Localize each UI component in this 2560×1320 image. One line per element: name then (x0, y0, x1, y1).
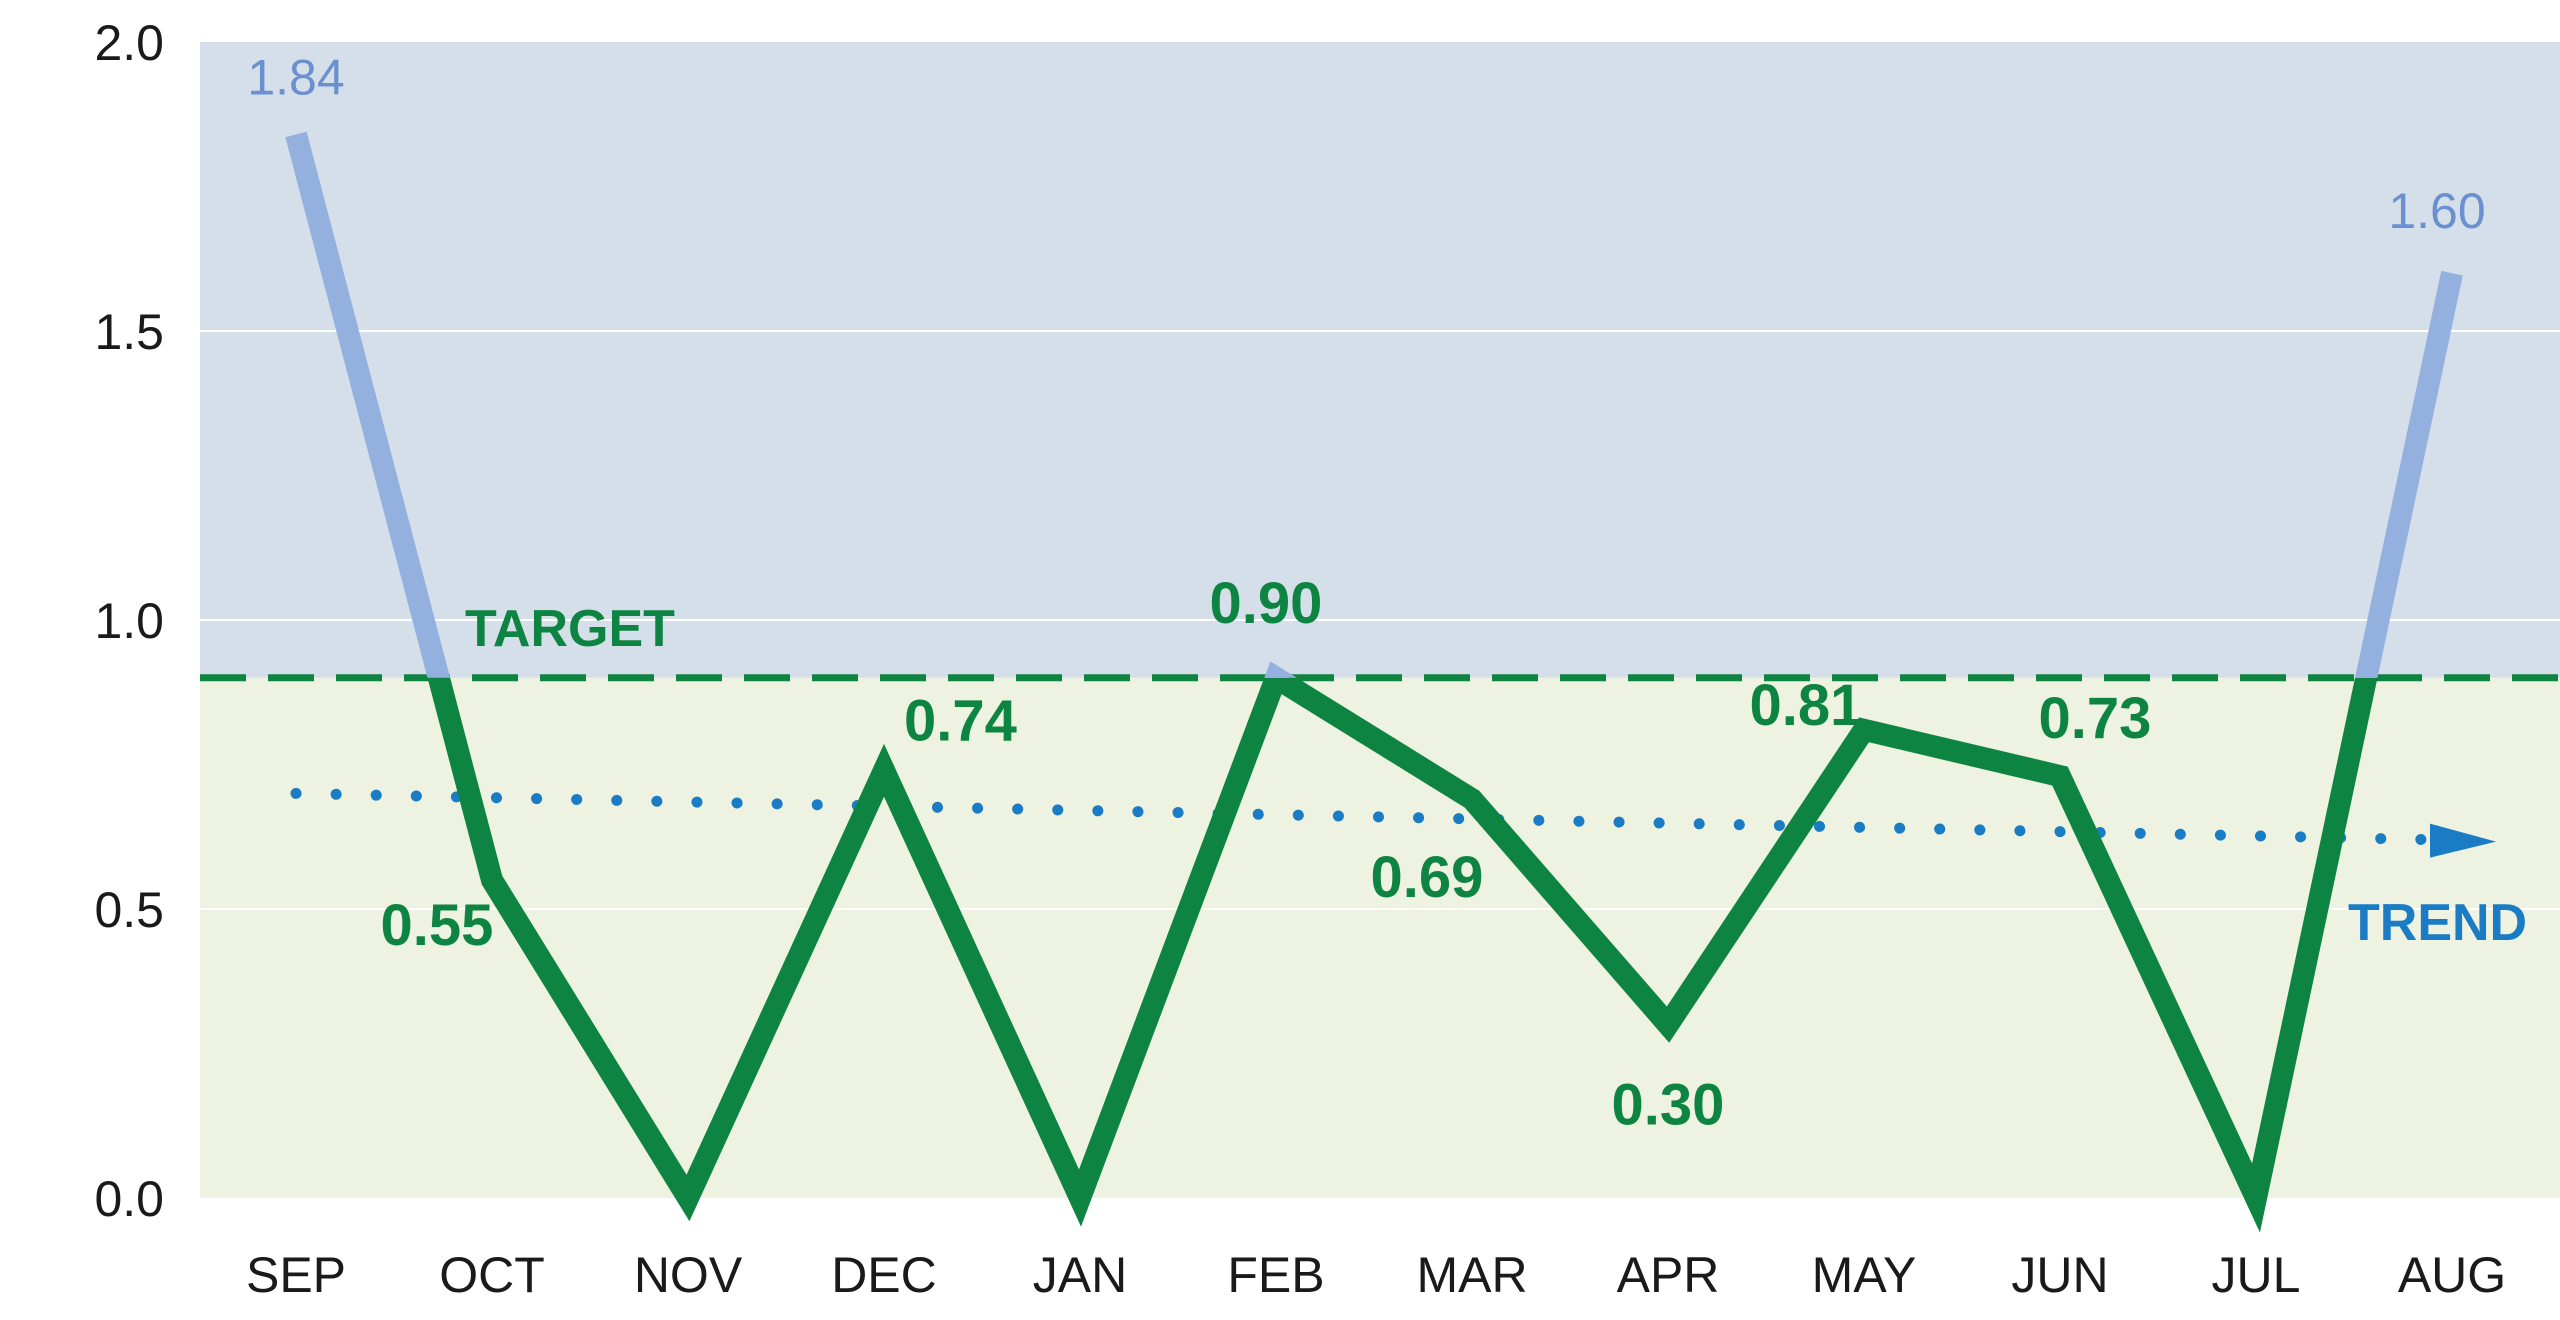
y-tick-label: 0.0 (94, 1171, 164, 1227)
series-line-below-target (427, 677, 2378, 1233)
x-tick-label: AUG (2398, 1247, 2506, 1303)
data-label: 0.81 (1750, 673, 1863, 738)
x-tick-label: JAN (1033, 1247, 1127, 1303)
data-label: 0.74 (904, 688, 1017, 753)
data-label: 0.69 (1371, 845, 1484, 910)
y-tick-label: 0.5 (94, 882, 164, 938)
x-tick-label: DEC (831, 1247, 937, 1303)
target-label: TARGET (465, 600, 675, 658)
data-label: 0.73 (2039, 686, 2152, 751)
data-label: 0.90 (1210, 571, 1323, 636)
data-label: 0.30 (1612, 1073, 1725, 1138)
x-tick-label: OCT (439, 1247, 545, 1303)
x-tick-label: APR (1617, 1247, 1720, 1303)
trend-label: TREND (2348, 894, 2527, 952)
trend-line (290, 787, 2436, 846)
above-target-region (200, 42, 2560, 678)
x-tick-label: MAY (1812, 1247, 1917, 1303)
data-label: 1.60 (2388, 183, 2485, 239)
trend-arrow (2430, 823, 2496, 858)
x-tick-label: SEP (246, 1247, 346, 1303)
x-tick-label: JUL (2212, 1247, 2301, 1303)
x-tick-label: FEB (1227, 1247, 1324, 1303)
data-label: 0.55 (381, 893, 494, 958)
x-tick-label: JUN (2011, 1247, 2108, 1303)
x-tick-label: NOV (634, 1247, 743, 1303)
below-target-region (200, 677, 2560, 1198)
y-tick-label: 1.0 (94, 593, 164, 649)
y-tick-label: 1.5 (94, 304, 164, 360)
x-tick-label: MAR (1416, 1247, 1527, 1303)
data-label: 1.84 (247, 49, 344, 105)
y-tick-label: 2.0 (94, 15, 164, 71)
